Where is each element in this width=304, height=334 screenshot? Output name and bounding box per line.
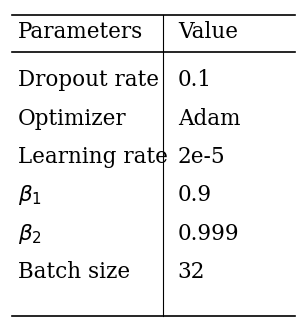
Text: 0.999: 0.999 [178, 223, 240, 245]
Text: Parameters: Parameters [18, 21, 143, 43]
Text: $\beta_1$: $\beta_1$ [18, 183, 42, 207]
Text: 0.1: 0.1 [178, 69, 212, 91]
Text: Optimizer: Optimizer [18, 108, 127, 130]
Text: Adam: Adam [178, 108, 240, 130]
Text: 0.9: 0.9 [178, 184, 212, 206]
Text: Batch size: Batch size [18, 261, 130, 283]
Text: 32: 32 [178, 261, 205, 283]
Text: $\beta_2$: $\beta_2$ [18, 222, 42, 246]
Text: 2e-5: 2e-5 [178, 146, 226, 168]
Text: Dropout rate: Dropout rate [18, 69, 159, 91]
Text: Learning rate: Learning rate [18, 146, 168, 168]
Text: Value: Value [178, 21, 238, 43]
